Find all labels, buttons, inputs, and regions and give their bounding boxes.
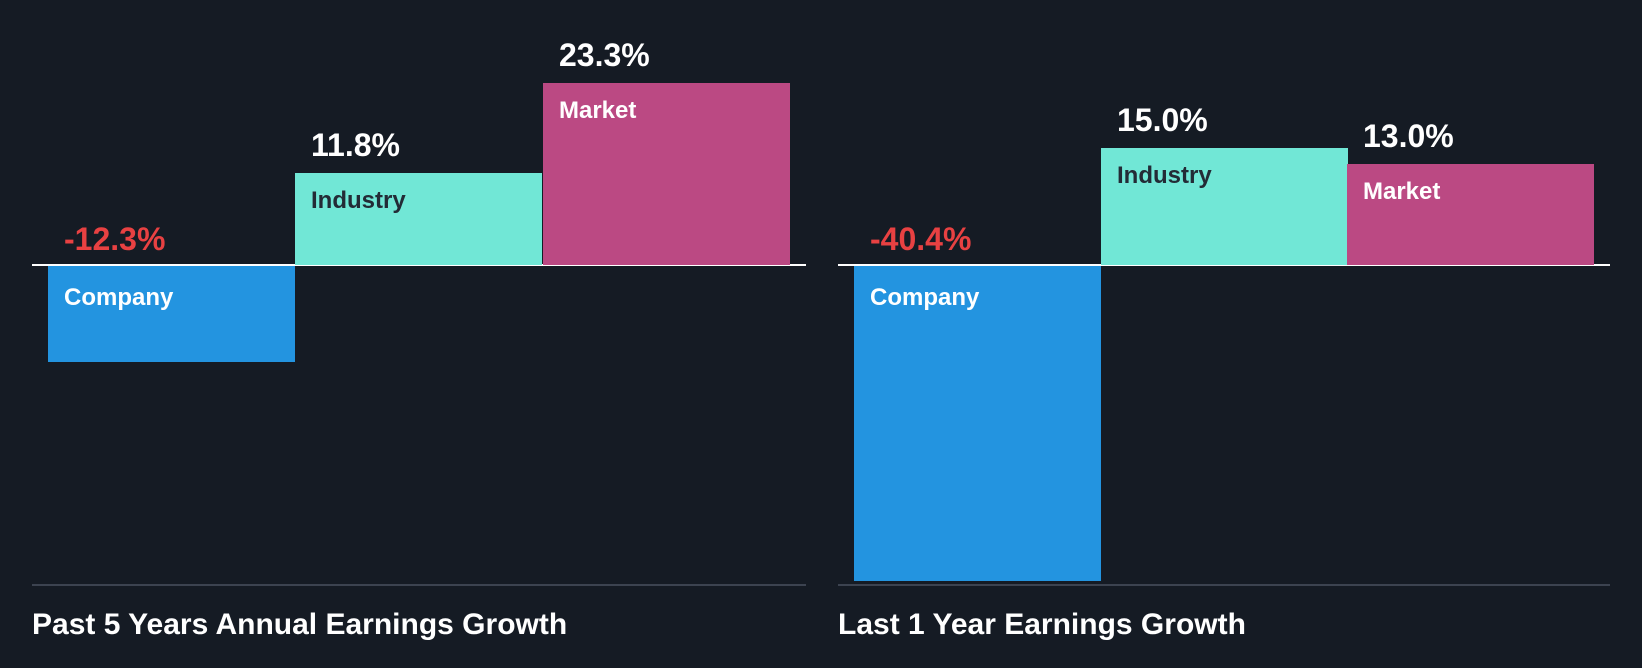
bar-label: Company [64, 284, 174, 311]
chart-past-5-years: Company -12.3% Industry 11.8% Market 23.… [32, 37, 806, 641]
bar-label: Company [870, 284, 980, 311]
zero-baseline [32, 264, 806, 266]
bar-label: Market [1363, 177, 1441, 205]
bar-company: Company [48, 266, 295, 362]
bar-label: Industry [311, 186, 406, 214]
chart-title: Past 5 Years Annual Earnings Growth [32, 608, 568, 641]
zero-baseline [838, 264, 1610, 266]
bar-label: Market [559, 97, 637, 125]
value-label-market: 23.3% [559, 37, 650, 74]
chart-title: Last 1 Year Earnings Growth [838, 608, 1246, 641]
value-label-industry: 11.8% [311, 126, 400, 163]
bar-industry: Industry [295, 172, 542, 265]
bar-market: Market [543, 83, 790, 265]
axis-bottom-line [838, 584, 1610, 586]
bar-label: Industry [1117, 162, 1212, 189]
value-label-company: -12.3% [64, 221, 166, 257]
axis-bottom-line [32, 584, 806, 586]
value-label-market: 13.0% [1363, 117, 1454, 154]
bar-industry: Industry [1101, 148, 1348, 265]
value-label-industry: 15.0% [1117, 102, 1208, 138]
bar-market: Market [1347, 163, 1594, 265]
value-label-company: -40.4% [870, 221, 972, 257]
bar-company: Company [854, 266, 1101, 582]
